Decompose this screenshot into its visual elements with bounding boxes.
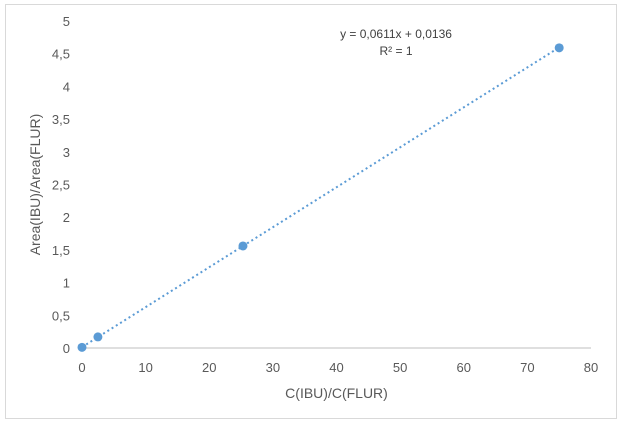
y-tick-label: 0,5 bbox=[52, 308, 70, 323]
x-tick-label: 40 bbox=[329, 360, 343, 375]
x-tick-label: 70 bbox=[520, 360, 534, 375]
data-point bbox=[238, 241, 248, 251]
data-point bbox=[554, 43, 564, 53]
data-point bbox=[77, 342, 87, 352]
x-axis-title: C(IBU)/C(FLUR) bbox=[285, 385, 388, 401]
y-tick-label: 3,5 bbox=[52, 112, 70, 127]
y-tick-label: 3 bbox=[63, 145, 70, 160]
y-axis-ticks: 0 0,5 1 1,5 2 2,5 3 3,5 4 4,5 5 bbox=[52, 14, 70, 356]
trendline bbox=[81, 46, 560, 348]
y-tick-label: 2 bbox=[63, 210, 70, 225]
y-tick-label: 1 bbox=[63, 276, 70, 291]
x-tick-label: 0 bbox=[78, 360, 85, 375]
y-tick-label: 2,5 bbox=[52, 178, 70, 193]
x-tick-label: 10 bbox=[138, 360, 152, 375]
x-axis-ticks: 0 10 20 30 40 50 60 70 80 bbox=[78, 360, 598, 375]
x-tick-label: 80 bbox=[584, 360, 598, 375]
y-tick-label: 5 bbox=[63, 14, 70, 29]
x-tick-label: 60 bbox=[457, 360, 471, 375]
x-tick-label: 20 bbox=[202, 360, 216, 375]
x-tick-label: 30 bbox=[266, 360, 280, 375]
chart-frame bbox=[5, 4, 617, 419]
y-axis-title: Area(IBU)/Area(FLUR) bbox=[27, 114, 43, 256]
trendline-r2: R² = 1 bbox=[379, 44, 412, 58]
y-tick-label: 4,5 bbox=[52, 47, 70, 62]
y-tick-label: 4 bbox=[63, 79, 70, 94]
trendline-equation: y = 0,0611x + 0,0136 bbox=[340, 27, 452, 41]
data-points bbox=[77, 43, 564, 352]
y-tick-label: 0 bbox=[63, 341, 70, 356]
y-tick-label: 1,5 bbox=[52, 243, 70, 258]
data-point bbox=[93, 332, 103, 342]
x-tick-label: 50 bbox=[393, 360, 407, 375]
